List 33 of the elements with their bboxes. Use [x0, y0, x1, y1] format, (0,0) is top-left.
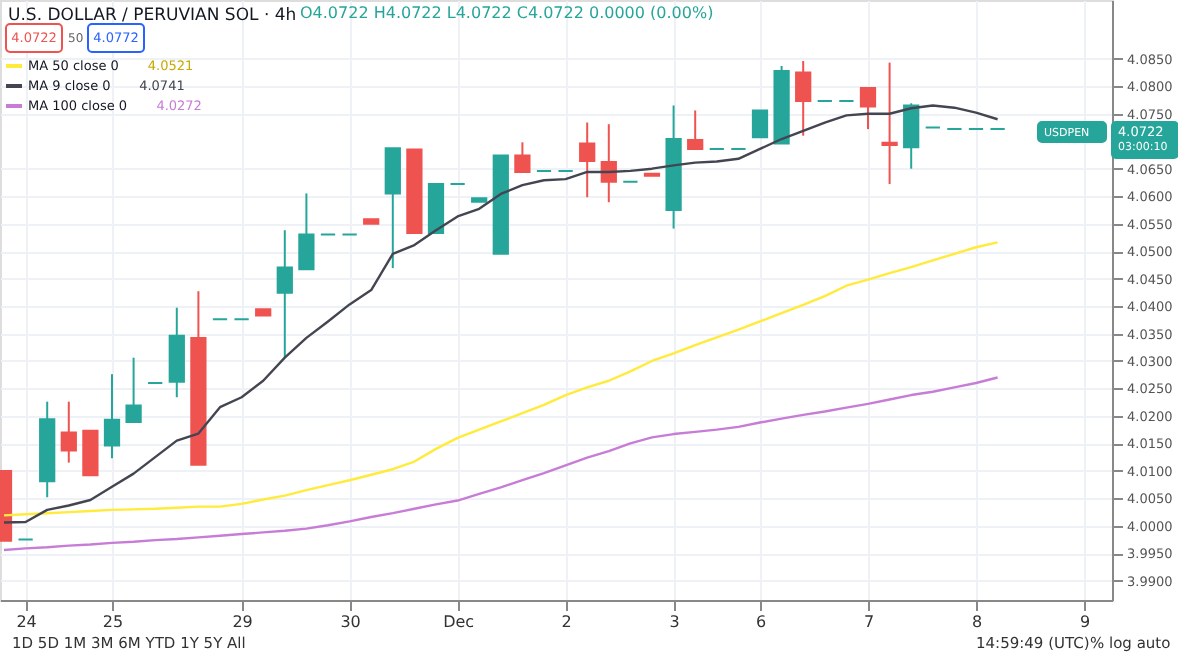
candlestick [384, 147, 401, 270]
x-tick-label: 7 [863, 613, 875, 631]
annotation: O4.0722 H4.0722 L4.0722 C4.0722 0.0000 (0.00%) [300, 4, 714, 22]
candlestick [82, 429, 99, 477]
x-tick-label: 30 [340, 613, 361, 631]
candlestick [881, 61, 898, 186]
candlestick [514, 141, 531, 173]
candlestick [298, 192, 315, 271]
candlestick [125, 356, 142, 423]
chart-title: U.S. DOLLAR / PERUVIAN SOL · 4h [8, 6, 297, 26]
x-tick-label: 9 [1079, 613, 1091, 631]
x-tick-label: 29 [232, 613, 253, 631]
x-tick-label: 25 [102, 613, 124, 631]
x-tick-label: Dec [443, 613, 475, 631]
x-tick-label: 2 [561, 613, 572, 631]
candlestick [168, 306, 185, 399]
candlestick [60, 400, 77, 464]
line-series [2, 241, 999, 517]
candlestick [600, 123, 617, 204]
candlestick [751, 109, 769, 139]
candlestick [903, 102, 920, 170]
line-series [2, 376, 999, 552]
x-tick-label: 8 [971, 613, 983, 631]
candlestick [103, 373, 121, 460]
x-tick-label: 6 [755, 613, 767, 631]
x-tick-label: 3 [669, 613, 680, 631]
candlestick [579, 121, 596, 199]
candlestick [795, 59, 812, 137]
candlestick [687, 109, 704, 150]
candlestick [859, 86, 877, 131]
candlestick [276, 229, 293, 359]
line-series [2, 104, 999, 524]
x-tick-label: 24 [16, 613, 37, 631]
